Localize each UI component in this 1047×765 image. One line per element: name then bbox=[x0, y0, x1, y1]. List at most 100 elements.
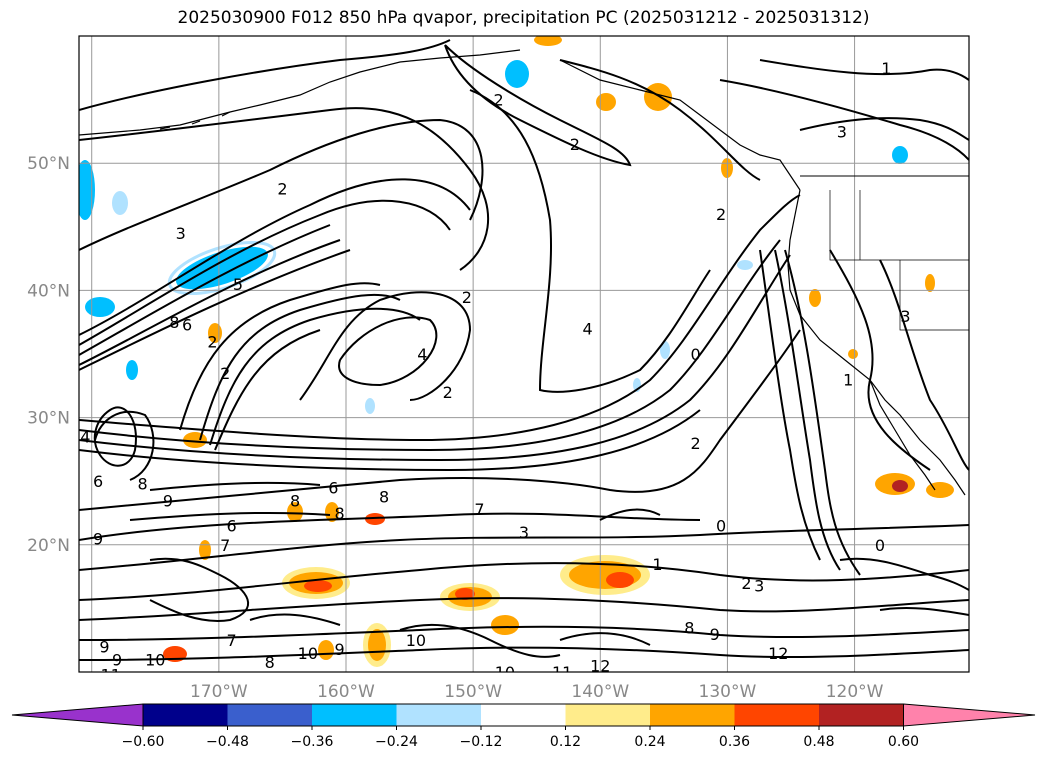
contour-line bbox=[79, 194, 801, 442]
contour-label: 9 bbox=[710, 625, 720, 644]
contour-line bbox=[79, 597, 969, 621]
colorbar-tick-label: 0.60 bbox=[888, 734, 919, 750]
contour-line bbox=[79, 512, 701, 541]
latitude-label: 50°N bbox=[27, 154, 70, 174]
shade-orange-16 bbox=[318, 640, 334, 660]
contour-label: 12 bbox=[590, 657, 610, 676]
lat-lon-grid bbox=[79, 36, 969, 672]
shade-blue-8 bbox=[660, 341, 670, 359]
shade-orange-21 bbox=[925, 274, 935, 292]
contour-line bbox=[774, 249, 841, 571]
colorbar-segment bbox=[481, 704, 566, 726]
contour-line bbox=[199, 293, 401, 441]
contour-line bbox=[399, 623, 561, 658]
contour-label: 9 bbox=[93, 529, 103, 548]
shade-blue-11 bbox=[365, 398, 375, 414]
colorbar-tick-label: 0.36 bbox=[719, 734, 750, 750]
longitude-label: 150°W bbox=[444, 682, 502, 702]
colorbar-segment bbox=[650, 704, 735, 726]
latitude-labels: 50°N 40°N 30°N 20°N bbox=[27, 154, 70, 556]
contour-line bbox=[79, 562, 969, 601]
contour-line bbox=[79, 646, 969, 661]
shade-orange-3c bbox=[606, 572, 634, 588]
contour-label: 2 bbox=[493, 91, 503, 110]
shade-orange-13 bbox=[325, 502, 339, 522]
shade-orange-22 bbox=[848, 349, 858, 359]
contour-line bbox=[79, 254, 791, 462]
contour-label: 8 bbox=[265, 653, 275, 672]
contour-line bbox=[79, 224, 331, 356]
colorbar-tick-label: 0.24 bbox=[634, 734, 665, 750]
coastline-baja bbox=[869, 379, 936, 491]
shade-orange-2c bbox=[455, 588, 475, 600]
shade-orange-12 bbox=[287, 502, 303, 522]
contour-line bbox=[338, 316, 438, 387]
map-frame bbox=[78, 35, 970, 673]
contour-line bbox=[79, 199, 451, 346]
contour-line bbox=[759, 59, 969, 81]
contour-label: 8 bbox=[379, 487, 389, 506]
contour-label: 4 bbox=[417, 345, 427, 364]
contour-line bbox=[719, 79, 969, 161]
shade-blue-10 bbox=[737, 260, 753, 270]
contour-label: 10 bbox=[145, 650, 165, 669]
contour-label: 8 bbox=[169, 313, 179, 332]
colorbar-segment bbox=[227, 704, 312, 726]
contour-label: 4 bbox=[582, 320, 592, 339]
contour-label: 3 bbox=[837, 122, 847, 141]
contour-label: 3 bbox=[754, 577, 764, 596]
colorbar-segment bbox=[396, 704, 481, 726]
shade-orange-6b bbox=[892, 480, 908, 492]
shade-orange-8 bbox=[644, 83, 672, 111]
colorbar-segment bbox=[565, 704, 650, 726]
contour-label: 10 bbox=[406, 631, 426, 650]
shade-orange-14 bbox=[365, 513, 385, 525]
contour-label: 2 bbox=[220, 364, 230, 383]
shade-blue-1 bbox=[176, 246, 268, 290]
contour-line bbox=[469, 89, 711, 393]
contour-label: 2 bbox=[277, 180, 287, 199]
colorbar-segment bbox=[734, 704, 819, 726]
contour-label: 8 bbox=[684, 618, 694, 637]
contour-line bbox=[799, 117, 969, 141]
latitude-label: 30°N bbox=[27, 409, 70, 429]
contour-line bbox=[79, 249, 351, 371]
shade-orange-1c bbox=[304, 580, 332, 592]
contour-lines bbox=[79, 39, 969, 661]
contour-line bbox=[93, 406, 137, 467]
contour-label: 4 bbox=[80, 428, 90, 447]
contour-label: 12 bbox=[851, 669, 871, 688]
contour-line bbox=[209, 307, 421, 446]
contour-line bbox=[879, 606, 969, 616]
contour-label: 2 bbox=[716, 205, 726, 224]
colorbar-segment bbox=[143, 704, 228, 726]
contour-label: 3 bbox=[900, 307, 910, 326]
contour-label: 2 bbox=[570, 135, 580, 154]
colorbar-extend-high bbox=[903, 703, 1036, 727]
colorbar-tick-label: −0.48 bbox=[206, 734, 249, 750]
contour-line bbox=[149, 481, 321, 491]
shade-orange-4b bbox=[368, 629, 386, 661]
contour-label: 3 bbox=[176, 224, 186, 243]
contour-line bbox=[214, 329, 321, 451]
contour-label: 1 bbox=[652, 555, 662, 574]
shade-blue-7 bbox=[892, 146, 908, 164]
border-states bbox=[829, 190, 969, 331]
contour-label: 10 bbox=[298, 644, 318, 663]
shade-blue-5 bbox=[112, 191, 128, 215]
contour-line bbox=[129, 511, 331, 521]
contour-label: 7 bbox=[226, 631, 236, 650]
contour-label: 2 bbox=[462, 288, 472, 307]
contour-label: 6 bbox=[93, 472, 103, 491]
contour-line bbox=[559, 59, 761, 181]
shade-blue-3 bbox=[85, 297, 115, 317]
coastline-west-us bbox=[787, 189, 966, 496]
latitude-label: 20°N bbox=[27, 536, 70, 556]
contour-line bbox=[879, 259, 969, 471]
longitude-label: 120°W bbox=[826, 682, 884, 702]
contour-line bbox=[299, 291, 472, 401]
contour-label: 11 bbox=[552, 663, 572, 682]
contour-line bbox=[79, 118, 484, 251]
contour-label: 6 bbox=[226, 517, 236, 536]
